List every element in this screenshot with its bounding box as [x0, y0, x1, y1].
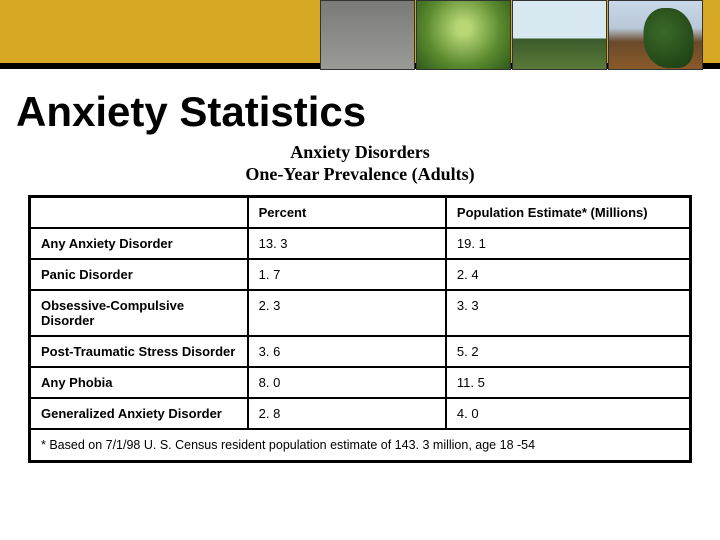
header-population: Population Estimate* (Millions)	[446, 197, 691, 229]
row-percent: 13. 3	[248, 228, 446, 259]
header-banner	[0, 0, 720, 78]
banner-thumbnail-1	[320, 0, 415, 70]
table-row: Obsessive-Compulsive Disorder 2. 3 3. 3	[30, 290, 691, 336]
table-header-row: Percent Population Estimate* (Millions)	[30, 197, 691, 229]
row-population: 5. 2	[446, 336, 691, 367]
table-row: Any Anxiety Disorder 13. 3 19. 1	[30, 228, 691, 259]
table-row: Panic Disorder 1. 7 2. 4	[30, 259, 691, 290]
row-label: Post-Traumatic Stress Disorder	[30, 336, 248, 367]
row-percent: 8. 0	[248, 367, 446, 398]
slide-subtitle: Anxiety Disorders One-Year Prevalence (A…	[0, 142, 720, 185]
row-population: 2. 4	[446, 259, 691, 290]
table-footnote-row: * Based on 7/1/98 U. S. Census resident …	[30, 429, 691, 462]
header-percent: Percent	[248, 197, 446, 229]
table-body: Any Anxiety Disorder 13. 3 19. 1 Panic D…	[30, 228, 691, 462]
row-percent: 2. 8	[248, 398, 446, 429]
row-label: Any Anxiety Disorder	[30, 228, 248, 259]
slide-title: Anxiety Statistics	[0, 78, 720, 142]
prevalence-table: Percent Population Estimate* (Millions) …	[28, 195, 692, 463]
table-footnote: * Based on 7/1/98 U. S. Census resident …	[30, 429, 691, 462]
row-percent: 2. 3	[248, 290, 446, 336]
row-population: 19. 1	[446, 228, 691, 259]
row-label: Obsessive-Compulsive Disorder	[30, 290, 248, 336]
table-row: Post-Traumatic Stress Disorder 3. 6 5. 2	[30, 336, 691, 367]
subtitle-line-1: Anxiety Disorders	[290, 142, 429, 162]
row-population: 3. 3	[446, 290, 691, 336]
table-row: Any Phobia 8. 0 11. 5	[30, 367, 691, 398]
subtitle-line-2: One-Year Prevalence (Adults)	[245, 164, 474, 184]
header-blank	[30, 197, 248, 229]
table-container: Percent Population Estimate* (Millions) …	[0, 195, 720, 463]
row-label: Panic Disorder	[30, 259, 248, 290]
row-label: Any Phobia	[30, 367, 248, 398]
row-percent: 1. 7	[248, 259, 446, 290]
banner-thumbnail-4	[608, 0, 703, 70]
row-population: 4. 0	[446, 398, 691, 429]
row-percent: 3. 6	[248, 336, 446, 367]
table-row: Generalized Anxiety Disorder 2. 8 4. 0	[30, 398, 691, 429]
row-population: 11. 5	[446, 367, 691, 398]
banner-thumbnail-3	[512, 0, 607, 70]
banner-thumbnail-2	[416, 0, 511, 70]
row-label: Generalized Anxiety Disorder	[30, 398, 248, 429]
